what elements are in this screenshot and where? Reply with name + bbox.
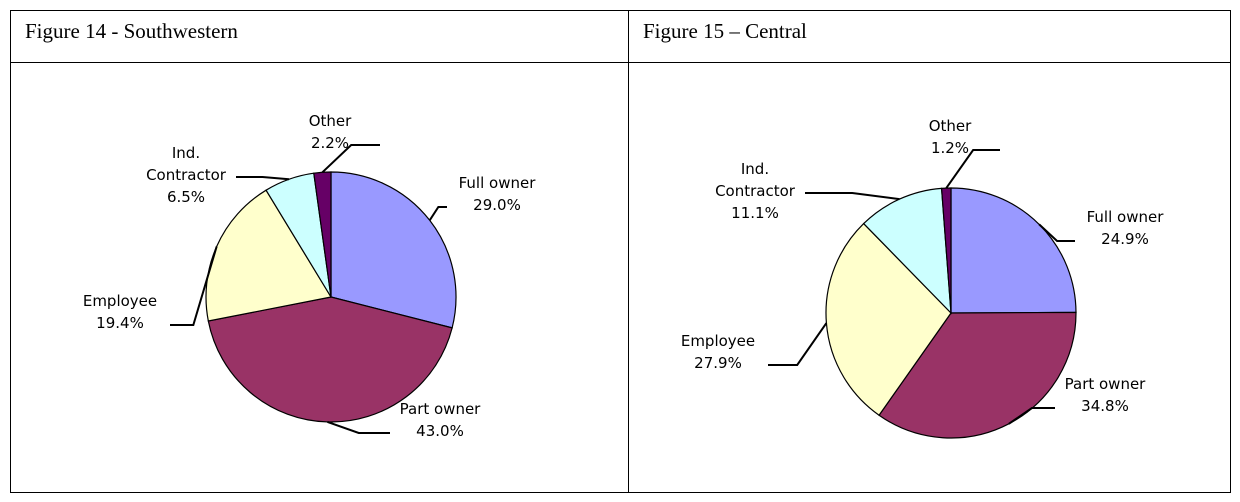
data-label: Part owner 34.8% xyxy=(1050,373,1160,417)
pie-slice xyxy=(313,171,332,298)
leader-line xyxy=(1038,223,1075,242)
data-label: Other 1.2% xyxy=(895,115,1005,159)
data-label: Full owner 29.0% xyxy=(442,172,552,216)
pie-slice xyxy=(330,171,457,329)
data-label: Ind. Contractor 11.1% xyxy=(700,158,810,224)
category-label: Part owner xyxy=(399,400,481,418)
pie-slice xyxy=(940,187,952,314)
chart-title: Figure 14 - Southwestern xyxy=(25,19,238,43)
category-label: Employee xyxy=(680,332,756,350)
value-label: 27.9% xyxy=(694,354,742,372)
leader-line xyxy=(327,421,390,434)
chart-cell xyxy=(628,62,1231,493)
category-label: Other xyxy=(928,117,972,135)
value-label: 19.4% xyxy=(96,314,144,332)
data-label: Other 2.2% xyxy=(275,110,385,154)
value-label: 29.0% xyxy=(473,196,521,214)
value-label: 2.2% xyxy=(310,134,350,152)
leader-line xyxy=(768,322,828,366)
category-label: Ind. Contractor xyxy=(146,144,226,184)
category-label: Full owner xyxy=(1086,208,1164,226)
leader-line xyxy=(236,176,290,181)
value-label: 1.2% xyxy=(930,139,970,157)
leader-line xyxy=(321,144,380,174)
value-label: 6.5% xyxy=(166,188,206,206)
chart-title: Figure 15 – Central xyxy=(643,19,807,43)
pie-slice xyxy=(862,187,952,315)
category-label: Part owner xyxy=(1064,375,1146,393)
data-label: Ind. Contractor 6.5% xyxy=(131,142,241,208)
leader-line xyxy=(945,149,1000,189)
category-label: Other xyxy=(308,112,352,130)
data-label: Employee 27.9% xyxy=(663,330,773,374)
value-label: 34.8% xyxy=(1081,397,1129,415)
leader-line xyxy=(1008,407,1055,425)
pie-slice xyxy=(207,296,453,423)
value-label: 11.1% xyxy=(731,204,779,222)
value-label: 43.0% xyxy=(416,422,464,440)
data-label: Full owner 24.9% xyxy=(1070,206,1180,250)
leader-line xyxy=(428,206,447,221)
pie-slice xyxy=(950,187,1077,314)
value-label: 24.9% xyxy=(1101,230,1149,248)
data-label: Part owner 43.0% xyxy=(385,398,495,442)
category-label: Full owner xyxy=(458,174,536,192)
leader-line xyxy=(170,246,218,326)
leader-line xyxy=(805,192,900,201)
data-label: Employee 19.4% xyxy=(65,290,175,334)
category-label: Employee xyxy=(82,292,158,310)
category-label: Ind. Contractor xyxy=(715,160,795,200)
